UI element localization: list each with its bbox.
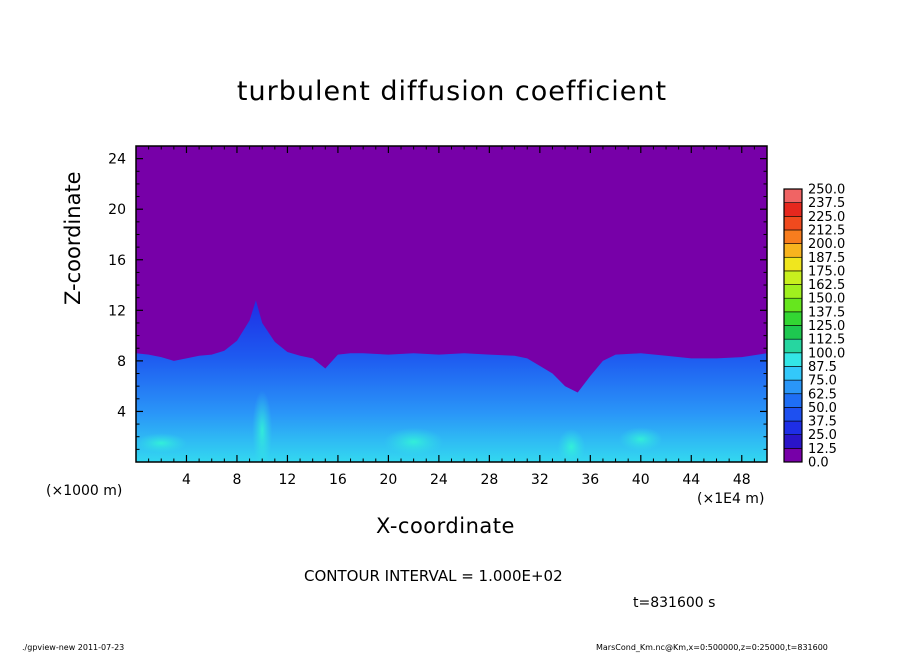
x-tick-label: 32 bbox=[531, 472, 549, 488]
colorbar-swatch bbox=[783, 270, 803, 285]
colorbar-swatch bbox=[783, 434, 803, 449]
colorbar-swatch bbox=[783, 366, 803, 381]
colorbar-label: 112.5 bbox=[808, 333, 845, 348]
x-tick-label: 44 bbox=[682, 472, 700, 488]
colorbar-swatch bbox=[783, 202, 803, 217]
plot-area bbox=[135, 145, 768, 463]
y-tick-label: 16 bbox=[108, 253, 126, 269]
y-tick-label: 20 bbox=[108, 202, 126, 218]
x-axis: 4 8 12 16 20 24 28 32 36 40 44 48 bbox=[148, 146, 755, 488]
colorbar-label: 137.5 bbox=[808, 305, 845, 320]
colorbar-label: 187.5 bbox=[808, 251, 845, 266]
colorbar-label: 62.5 bbox=[808, 387, 837, 402]
colorbar-label: 75.0 bbox=[808, 374, 837, 389]
colorbar-label: 175.0 bbox=[808, 264, 845, 279]
time-label: t=831600 s bbox=[633, 595, 716, 611]
footer-right-info: MarsCond_Km.nc@Km,x=0:500000,z=0:25000,t… bbox=[596, 643, 828, 652]
x-tick-label: 8 bbox=[232, 472, 241, 488]
colorbar-label: 125.0 bbox=[808, 319, 845, 334]
colorbar-swatch bbox=[783, 448, 803, 463]
colorbar-swatch bbox=[783, 297, 803, 313]
colorbar-swatch bbox=[783, 420, 803, 435]
x-unit-left: (×1000 m) bbox=[46, 483, 123, 499]
colorbar-label: 237.5 bbox=[808, 196, 845, 211]
x-tick-label: 4 bbox=[182, 472, 191, 488]
boundary-layer-region bbox=[136, 300, 767, 462]
colorbar-swatch bbox=[783, 393, 803, 408]
turbulence-spot bbox=[252, 390, 273, 462]
colorbar-swatch bbox=[783, 188, 803, 203]
colorbar-label: 100.0 bbox=[808, 346, 845, 361]
x-tick-label: 24 bbox=[430, 472, 448, 488]
colorbar-swatch bbox=[783, 243, 803, 258]
x-tick-label: 48 bbox=[733, 472, 751, 488]
x-tick-label: 20 bbox=[379, 472, 397, 488]
contour-interval-label: CONTOUR INTERVAL = 1.000E+02 bbox=[304, 567, 563, 585]
colorbar-label: 212.5 bbox=[808, 223, 845, 238]
colorbar-label: 0.0 bbox=[808, 456, 829, 471]
x-tick-label: 36 bbox=[581, 472, 599, 488]
boundary-layer-group bbox=[136, 300, 767, 462]
colorbar-label: 12.5 bbox=[808, 442, 837, 457]
x-axis-label: X-coordinate bbox=[376, 514, 515, 538]
colorbar-label: 250.0 bbox=[808, 183, 845, 198]
colorbar-swatch bbox=[783, 284, 803, 299]
colorbar-label: 50.0 bbox=[808, 401, 837, 416]
colorbar-swatch bbox=[783, 229, 803, 244]
colorbar-frame bbox=[783, 188, 803, 463]
x-tick-label: 28 bbox=[480, 472, 498, 488]
colorbar-swatch bbox=[783, 216, 803, 231]
turbulence-spot bbox=[618, 427, 663, 452]
x-tick-label: 12 bbox=[279, 472, 297, 488]
colorbar-label: 225.0 bbox=[808, 210, 845, 225]
turbulence-spot bbox=[557, 428, 586, 462]
y-axis: 4 8 12 16 20 24 bbox=[108, 152, 767, 450]
colorbar-swatch bbox=[783, 352, 803, 367]
x-tick-label: 16 bbox=[329, 472, 347, 488]
y-tick-label: 24 bbox=[108, 152, 126, 168]
chart-title: turbulent diffusion coefficient bbox=[236, 76, 668, 107]
y-tick-label: 8 bbox=[117, 354, 126, 370]
colorbar-swatch bbox=[783, 325, 803, 340]
y-tick-label: 12 bbox=[108, 303, 126, 319]
colorbar-label: 37.5 bbox=[808, 415, 837, 430]
colorbar-swatch bbox=[783, 407, 803, 422]
y-tick-label: 4 bbox=[117, 404, 126, 420]
colorbar-label: 162.5 bbox=[808, 278, 845, 293]
turbulence-spot bbox=[136, 433, 188, 454]
colorbar-swatch bbox=[783, 338, 803, 354]
colorbar-label: 25.0 bbox=[808, 428, 837, 443]
turbulence-spot bbox=[383, 427, 444, 456]
colorbar-label: 150.0 bbox=[808, 292, 845, 307]
x-unit-right: (×1E4 m) bbox=[697, 491, 765, 507]
colorbar: 0.012.525.037.550.062.575.087.5100.0112.… bbox=[783, 183, 845, 471]
colorbar-label: 200.0 bbox=[808, 237, 845, 252]
x-tick-label: 40 bbox=[632, 472, 650, 488]
colorbar-label: 87.5 bbox=[808, 360, 837, 375]
colorbar-swatch bbox=[783, 256, 803, 272]
y-axis-label: Z-coordinate bbox=[61, 171, 85, 305]
footer-left-info: ./gpview-new 2011-07-23 bbox=[22, 643, 125, 652]
colorbar-swatch bbox=[783, 311, 803, 326]
colorbar-swatch bbox=[783, 379, 803, 395]
